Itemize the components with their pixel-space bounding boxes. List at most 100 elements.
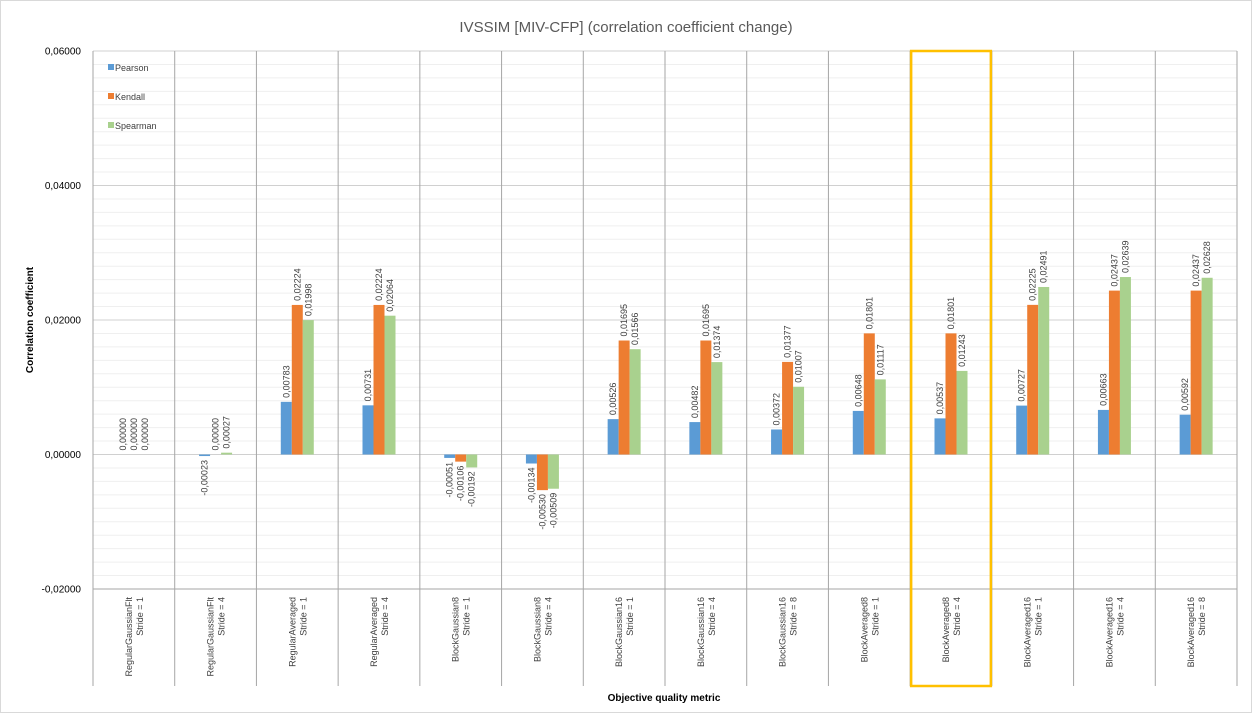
bar-kendall xyxy=(945,333,957,455)
bar-pearson xyxy=(444,454,456,458)
bar-kendall xyxy=(455,454,467,462)
data-label-spearman: 0,00027 xyxy=(222,416,232,449)
legend-label-spearman: Spearman xyxy=(115,121,157,131)
y-tick-label: 0,02000 xyxy=(45,316,82,327)
category-label: Stride = 1 xyxy=(298,597,308,636)
category-label: BlockAveraged16 xyxy=(1023,597,1033,667)
bar-pearson xyxy=(1179,414,1191,455)
bar-kendall xyxy=(863,333,875,455)
data-label-pearson: -0,00023 xyxy=(200,460,210,496)
category-label: Stride = 4 xyxy=(380,597,390,636)
data-label-spearman: -0,00509 xyxy=(548,493,558,529)
data-label-spearman: 0,00000 xyxy=(140,418,150,451)
category-label: RegularGaussianFlt xyxy=(206,597,216,677)
bar-kendall xyxy=(536,454,548,491)
data-label-kendall: -0,00530 xyxy=(537,494,547,530)
category-label: BlockAveraged8 xyxy=(859,597,869,662)
grid-lines xyxy=(92,50,1238,686)
data-label-kendall: -0,00106 xyxy=(456,466,466,502)
bar-kendall xyxy=(1108,290,1120,455)
data-label-kendall: 0,01377 xyxy=(783,325,793,358)
data-label-pearson: 0,00000 xyxy=(118,418,128,451)
category-label: Stride = 4 xyxy=(543,597,553,636)
legend-swatch-spearman xyxy=(108,122,114,128)
legend-label-kendall: Kendall xyxy=(115,92,145,102)
bar-pearson xyxy=(199,454,211,457)
category-label: Stride = 4 xyxy=(1115,597,1125,636)
bar-kendall xyxy=(1027,304,1039,455)
bar-spearman xyxy=(629,349,641,455)
bar-kendall xyxy=(291,304,303,455)
category-label: BlockGaussian16 xyxy=(778,597,788,667)
data-label-kendall: 0,02437 xyxy=(1109,254,1119,287)
category-label: Stride = 1 xyxy=(462,597,472,636)
data-label-spearman: 0,02491 xyxy=(1039,250,1049,283)
bar-kendall xyxy=(618,340,630,455)
category-label: BlockGaussian8 xyxy=(451,597,461,662)
data-label-kendall: 0,01801 xyxy=(946,297,956,330)
bar-spearman xyxy=(547,454,559,489)
y-tick-label: 0,00000 xyxy=(45,450,82,461)
category-label: Stride = 1 xyxy=(135,597,145,636)
data-label-pearson: -0,00134 xyxy=(526,468,536,504)
data-label-kendall: 0,02224 xyxy=(292,268,302,301)
data-label-pearson: 0,00727 xyxy=(1017,369,1027,402)
category-label: Stride = 4 xyxy=(952,597,962,636)
category-label: BlockAveraged16 xyxy=(1104,597,1114,667)
data-label-pearson: 0,00537 xyxy=(935,382,945,415)
y-tick-label: -0,02000 xyxy=(42,585,82,596)
data-label-pearson: 0,00372 xyxy=(772,393,782,426)
category-label: Stride = 8 xyxy=(789,597,799,636)
bars xyxy=(199,277,1213,491)
data-label-spearman: 0,02639 xyxy=(1120,240,1130,273)
category-label: Stride = 4 xyxy=(707,597,717,636)
data-label-spearman: 0,01566 xyxy=(630,313,640,346)
bar-pearson xyxy=(607,419,619,455)
category-label: RegularAveraged xyxy=(287,597,297,667)
bar-pearson xyxy=(1097,409,1109,455)
data-label-kendall: 0,00000 xyxy=(129,418,139,451)
x-axis-categories: RegularGaussianFlt Stride = 1 RegularGauss… xyxy=(124,597,1207,677)
data-label-pearson: 0,00783 xyxy=(281,365,291,398)
data-label-kendall: 0,02437 xyxy=(1191,254,1201,287)
bar-spearman xyxy=(711,362,723,455)
category-label: Stride = 4 xyxy=(217,597,227,636)
bar-kendall xyxy=(782,361,794,455)
data-label-spearman: 0,01374 xyxy=(712,326,722,359)
y-tick-label: 0,04000 xyxy=(45,181,82,192)
bar-pearson xyxy=(852,410,864,455)
data-label-pearson: 0,00731 xyxy=(363,369,373,402)
bar-spearman xyxy=(956,370,968,455)
bar-pearson xyxy=(771,429,783,455)
data-label-kendall: 0,00000 xyxy=(211,418,221,451)
legend: Pearson Kendall Spearman xyxy=(108,63,157,131)
bar-pearson xyxy=(525,454,537,464)
bar-kendall xyxy=(1190,290,1202,455)
category-label: BlockGaussian16 xyxy=(614,597,624,667)
data-label-spearman: 0,02064 xyxy=(385,279,395,312)
bar-kendall xyxy=(700,340,712,455)
category-label: Stride = 1 xyxy=(625,597,635,636)
data-label-kendall: 0,01695 xyxy=(619,304,629,337)
bar-spearman xyxy=(793,386,805,455)
data-label-spearman: 0,01998 xyxy=(303,284,313,317)
bar-spearman xyxy=(1201,277,1213,455)
y-axis-title: Correlation coefficient xyxy=(25,266,36,373)
y-tick-label: 0,06000 xyxy=(45,47,82,58)
bar-spearman xyxy=(221,452,233,455)
bar-pearson xyxy=(1016,405,1028,455)
bar-kendall xyxy=(373,304,385,455)
category-label: BlockAveraged16 xyxy=(1186,597,1196,667)
data-label-pearson: 0,00663 xyxy=(1098,373,1108,406)
bar-spearman xyxy=(874,379,886,455)
data-label-kendall: 0,01695 xyxy=(701,304,711,337)
category-label: BlockGaussian8 xyxy=(532,597,542,662)
bar-pearson xyxy=(362,405,374,455)
category-label: Stride = 8 xyxy=(1197,597,1207,636)
data-label-spearman: 0,01007 xyxy=(794,350,804,383)
category-label: RegularAveraged xyxy=(369,597,379,667)
data-label-kendall: 0,01801 xyxy=(864,297,874,330)
